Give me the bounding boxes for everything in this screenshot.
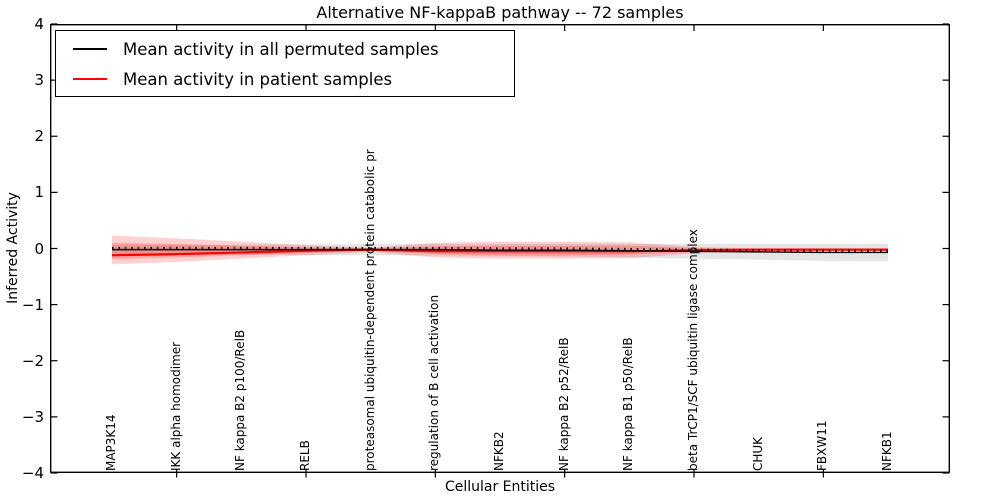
chart-title: Alternative NF-kappaB pathway -- 72 samp… — [316, 3, 684, 22]
legend-entry-permuted: Mean activity in all permuted samples — [56, 35, 514, 63]
y-tick-label: −1 — [21, 295, 44, 314]
x-category-label: MAP3K14 — [104, 414, 118, 471]
y-tick-label: 2 — [34, 127, 44, 146]
y-tick-label: 3 — [34, 71, 44, 90]
x-category-label: proteasomal ubiquitin-dependent protein … — [362, 149, 377, 471]
x-category-label: CHUK — [750, 436, 765, 471]
x-category-label: NF kappa B2 p52/RelB — [556, 337, 571, 471]
x-category-label: IKK alpha homodimer — [168, 341, 183, 471]
legend: Mean activity in all permuted samples Me… — [55, 30, 515, 97]
x-category-label: RELB — [298, 440, 312, 471]
x-category-label: regulation of B cell activation — [427, 294, 442, 471]
legend-label-patient: Mean activity in patient samples — [123, 69, 393, 89]
x-category-label: FBXW11 — [815, 420, 830, 472]
y-tick-label: −2 — [21, 351, 44, 370]
legend-label-permuted: Mean activity in all permuted samples — [123, 39, 439, 59]
y-tick-label: −3 — [21, 407, 44, 426]
x-axis-label: Cellular Entities — [444, 479, 556, 495]
legend-line-patient-icon — [73, 78, 107, 80]
y-tick-label: −4 — [21, 464, 44, 482]
x-category-label: NF kappa B2 p100/RelB — [233, 329, 248, 471]
y-tick-label: 4 — [34, 15, 44, 33]
axes-frame — [50, 24, 950, 474]
band-permuted-sample-range — [112, 243, 888, 262]
x-category-label: NFKB2 — [492, 431, 506, 471]
y-tick-label: 0 — [34, 239, 44, 258]
legend-entry-patient: Mean activity in patient samples — [56, 65, 514, 93]
x-category-label: beta TrCP1/SCF ubiquitin ligase complex — [686, 229, 700, 471]
x-category-label: NF kappa B1 p50/RelB — [621, 337, 636, 471]
x-category-label: NFKB1 — [880, 431, 894, 471]
legend-line-permuted-icon — [73, 48, 107, 50]
y-tick-label: 1 — [34, 183, 44, 202]
permuted-mean-markers — [112, 246, 888, 253]
